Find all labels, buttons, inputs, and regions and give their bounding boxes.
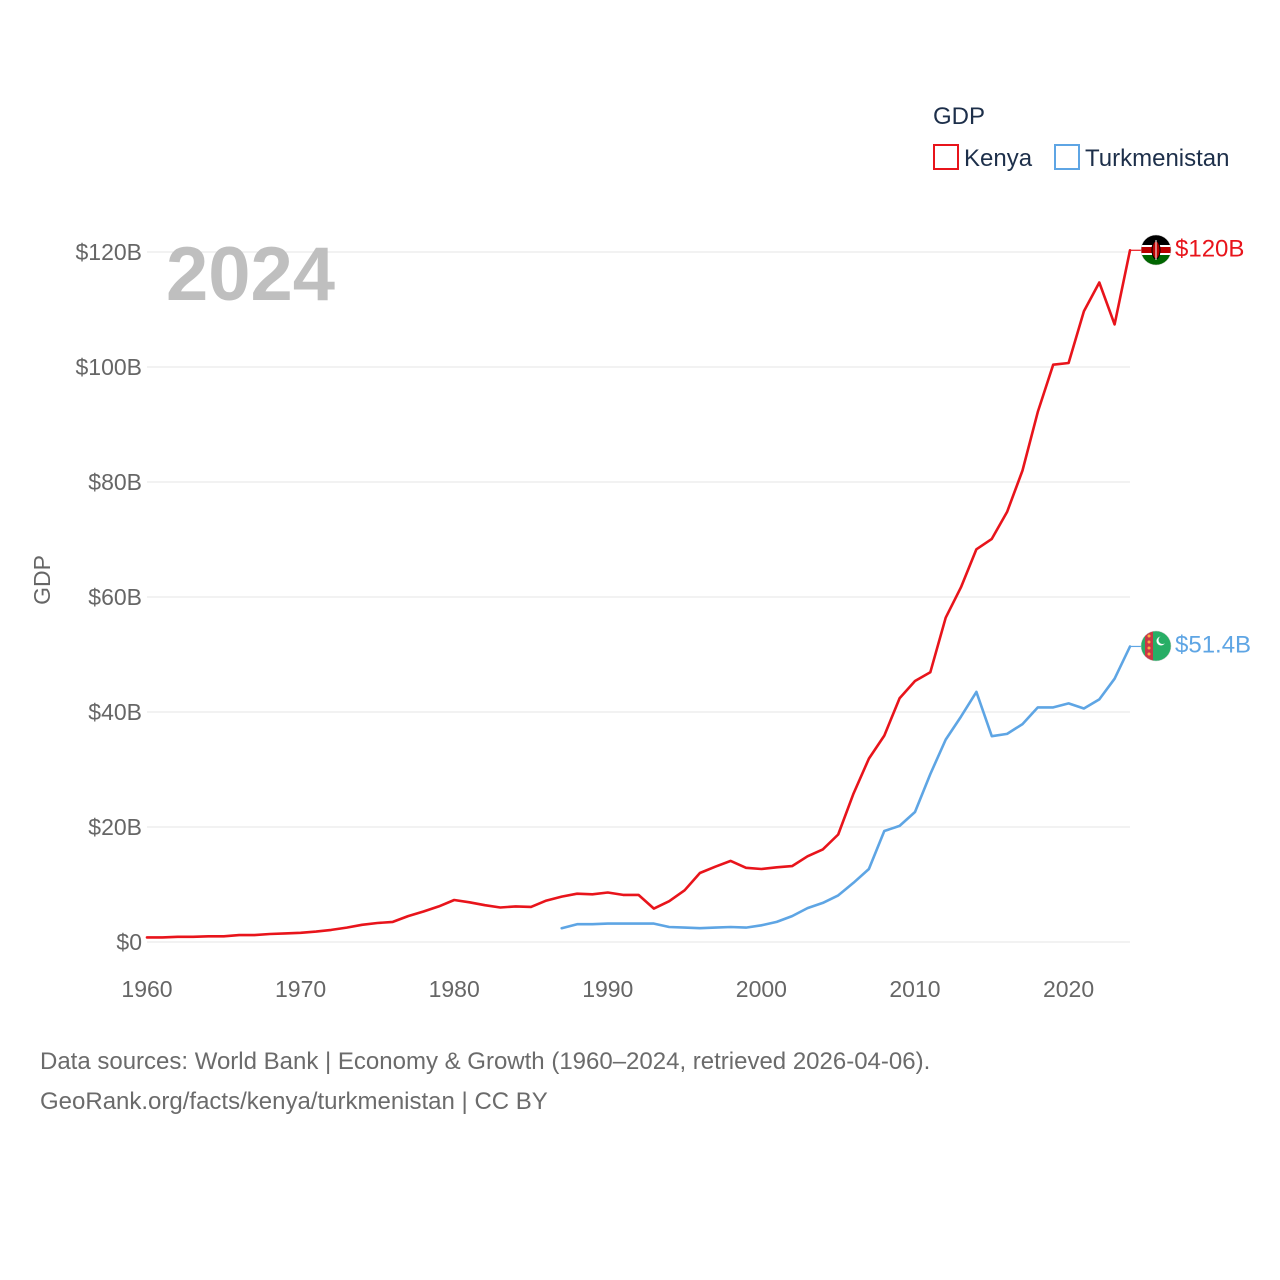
legend: GDP Kenya Turkmenistan [933, 103, 1230, 172]
y-tick-label: $40B [88, 699, 142, 725]
x-tick-label: 2000 [736, 976, 787, 1002]
y-axis-title: GDP [29, 555, 55, 605]
y-tick-label: $100B [75, 354, 142, 380]
series-line-turkmenistan[interactable] [560, 645, 1132, 930]
x-tick-label: 2010 [889, 976, 940, 1002]
series-line-kenya[interactable] [145, 249, 1132, 939]
end-value-label-turkmenistan: $51.4B [1175, 631, 1251, 658]
x-tick-label: 1980 [429, 976, 480, 1002]
y-tick-label: $0 [116, 929, 142, 955]
kenya-flag-icon [1141, 235, 1171, 265]
series-lines [145, 249, 1141, 939]
source-note: Data sources: World Bank | Economy & Gro… [40, 1042, 930, 1122]
legend-title: GDP [933, 103, 985, 130]
turkmenistan-flag-border [1140, 630, 1172, 662]
x-tick-label: 1970 [275, 976, 326, 1002]
legend-item-kenya[interactable]: Kenya [933, 144, 1033, 172]
y-axis-ticks: $0 $20B $40B $60B $80B $100B $120B [75, 239, 142, 955]
legend-label-kenya: Kenya [964, 145, 1033, 172]
y-tick-label: $60B [88, 584, 142, 610]
turkmenistan-flag-icon [1141, 631, 1171, 661]
legend-swatch-kenya [933, 144, 959, 170]
source-line-1: Data sources: World Bank | Economy & Gro… [40, 1048, 931, 1075]
grid-lines [147, 251, 1130, 943]
y-tick-label: $120B [75, 239, 142, 265]
x-axis-ticks: 1960 1970 1980 1990 2000 2010 2020 [121, 976, 1094, 1002]
source-line-2: GeoRank.org/facts/kenya/turkmenistan | C… [40, 1088, 548, 1115]
y-tick-label: $80B [88, 469, 142, 495]
x-tick-label: 2020 [1043, 976, 1094, 1002]
end-value-label-kenya: $120B [1175, 235, 1244, 262]
x-tick-label: 1960 [121, 976, 172, 1002]
end-labels: $120B $51.4B [1175, 235, 1251, 658]
legend-label-turkmenistan: Turkmenistan [1085, 145, 1230, 172]
x-tick-label: 1990 [582, 976, 633, 1002]
kenya-flag-border [1140, 234, 1172, 266]
year-watermark: 2024 [166, 232, 335, 317]
y-tick-label: $20B [88, 814, 142, 840]
legend-item-turkmenistan[interactable]: Turkmenistan [1054, 144, 1230, 172]
legend-swatch-turkmenistan [1054, 144, 1080, 170]
